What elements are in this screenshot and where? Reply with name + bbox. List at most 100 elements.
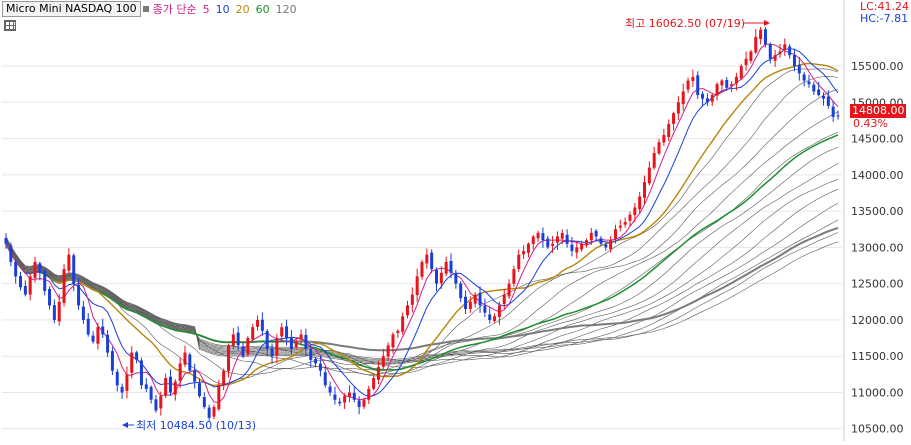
candle-body: [720, 80, 724, 86]
candle-body: [57, 301, 61, 322]
candle-body: [401, 316, 405, 332]
candle-body: [435, 269, 439, 284]
ticker-label[interactable]: Micro Mini NASDAQ 100: [2, 1, 141, 17]
ribbon-line: [5, 163, 839, 368]
candle-body: [251, 327, 255, 340]
candle-body: [512, 269, 516, 284]
legend-ma60: 60: [255, 2, 270, 16]
candle-body: [464, 296, 468, 310]
candle-body: [526, 243, 530, 253]
candle-body: [52, 305, 56, 320]
candle-body: [565, 234, 569, 244]
candle-body: [178, 363, 182, 381]
y-tick-label: 11000.00: [851, 386, 904, 399]
y-tick-label: 11500.00: [851, 350, 904, 363]
candle-body: [502, 294, 506, 305]
candle-body: [318, 363, 322, 371]
ribbon-line: [5, 75, 839, 376]
candle-body: [285, 326, 289, 339]
candle-body: [449, 260, 453, 273]
candle-body: [236, 332, 240, 346]
candle-body: [202, 397, 206, 407]
candle-body: [744, 58, 748, 65]
lc-label: LC:41.24: [859, 0, 909, 13]
candle-body: [628, 214, 632, 221]
ribbon-line: [5, 111, 839, 376]
candle-body: [701, 93, 705, 99]
candle-body: [96, 327, 100, 344]
candle-body: [222, 370, 226, 386]
ribbon-line: [5, 146, 839, 374]
candle-body: [381, 356, 385, 367]
candle-body: [367, 388, 371, 400]
candle-body: [580, 243, 584, 250]
candle-body: [81, 306, 85, 320]
candle-body: [352, 392, 356, 400]
candle-body: [130, 352, 134, 373]
candle-body: [415, 276, 419, 296]
candle-body: [497, 305, 501, 317]
y-tick-label: 12000.00: [851, 314, 904, 327]
candle-body: [797, 64, 801, 74]
ma20-line: [5, 62, 839, 387]
candle-body: [522, 251, 526, 255]
candle-body: [197, 383, 201, 397]
candle-body: [836, 115, 840, 117]
candle-body: [125, 374, 129, 391]
candle-body: [391, 334, 395, 348]
candle-body: [304, 334, 308, 349]
legend-ma10: 10: [215, 2, 230, 16]
candle-body: [696, 75, 700, 96]
candle-body: [77, 284, 81, 306]
candle-body: [672, 113, 676, 124]
candle-body: [725, 80, 729, 88]
candle-body: [347, 392, 351, 397]
candle-body: [763, 29, 767, 45]
candle-body: [531, 236, 535, 244]
candle-body: [188, 354, 192, 371]
candle-body: [343, 396, 347, 403]
candle-body: [135, 352, 139, 360]
grid-icon[interactable]: [4, 20, 16, 31]
candle-body: [420, 261, 424, 277]
candle-body: [231, 334, 235, 346]
candle-body: [67, 254, 71, 271]
candle-body: [33, 261, 37, 278]
hc-label: HC:-7.81: [859, 12, 909, 25]
candle-body: [227, 345, 231, 372]
candle-body: [23, 286, 27, 295]
candle-body: [773, 55, 777, 61]
moving-average-lines: [5, 43, 839, 404]
candle-body: [338, 401, 342, 404]
candle-body: [783, 44, 787, 50]
legend-toggle-icon[interactable]: [142, 6, 149, 12]
candle-body: [638, 196, 642, 210]
candle-body: [730, 84, 734, 86]
candle-body: [115, 371, 119, 386]
candle-body: [396, 330, 400, 333]
ribbon-line: [5, 178, 839, 362]
candle-body: [101, 326, 105, 335]
candle-body: [357, 400, 361, 407]
candle-body: [430, 252, 434, 270]
candle-body: [314, 358, 318, 364]
candle-body: [681, 91, 685, 105]
high-annotation: 최고 16062.50 (07/19): [625, 17, 745, 30]
candle-body: [623, 222, 627, 225]
candle-body: [86, 318, 90, 335]
candle-body: [667, 124, 671, 137]
candle-body: [536, 232, 540, 239]
candle-body: [788, 46, 792, 56]
y-tick-label: 12500.00: [851, 278, 904, 291]
candle-body: [207, 407, 211, 418]
candle-body: [715, 84, 719, 96]
candle-body: [473, 294, 477, 304]
y-tick-label: 14500.00: [851, 133, 904, 146]
candle-body: [246, 338, 250, 355]
ribbon-line: [5, 232, 839, 364]
candle-body: [560, 232, 564, 239]
candlesticks: [4, 26, 840, 422]
candle-body: [168, 376, 172, 393]
candle-body: [299, 334, 303, 340]
candle-body: [256, 319, 260, 327]
